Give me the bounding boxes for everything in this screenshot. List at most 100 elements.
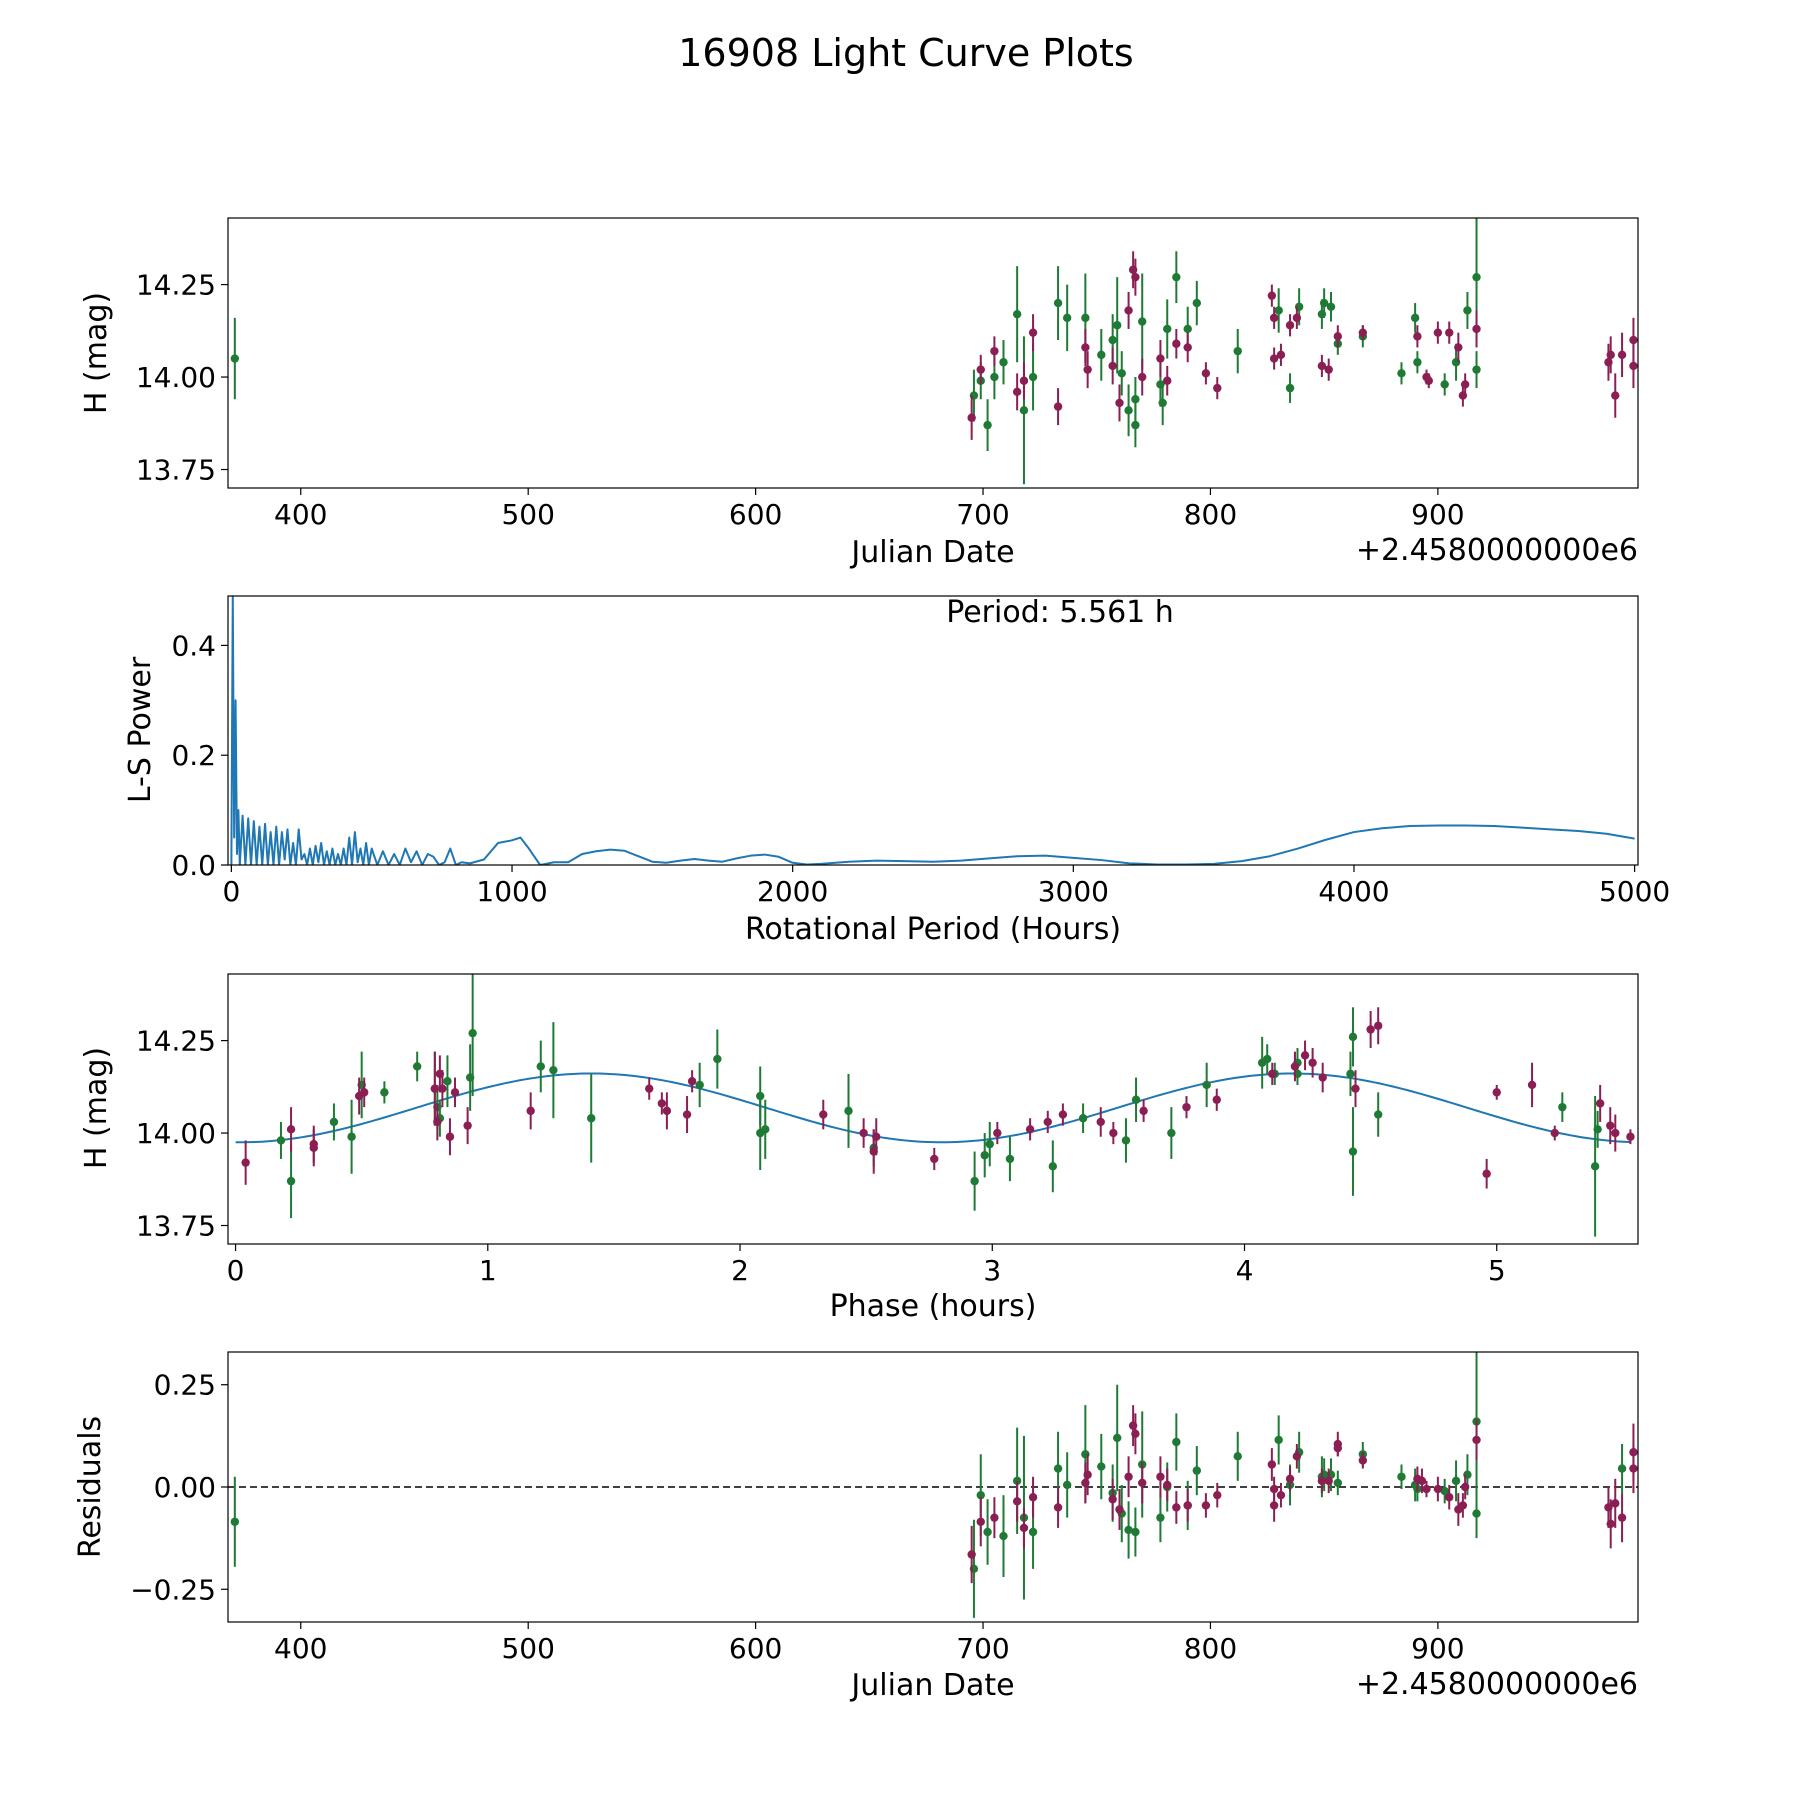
magenta-data-point (1595, 1099, 1605, 1108)
green-data-point (1078, 1114, 1088, 1123)
magenta-data-point (1213, 1490, 1222, 1500)
magenta-data-point (1433, 1484, 1443, 1494)
magenta-data-point (1606, 350, 1615, 360)
magenta-data-point (1629, 335, 1638, 345)
magenta-data-point (1267, 291, 1277, 300)
phased-ylabel: H (mag) (79, 1047, 114, 1169)
magenta-data-point (463, 1121, 472, 1130)
green-data-point (380, 1088, 389, 1097)
magenta-data-point (1058, 1110, 1068, 1119)
magenta-data-point (1268, 1069, 1277, 1079)
green-data-point (230, 354, 240, 363)
green-data-point (536, 1062, 545, 1071)
green-data-point (1028, 1527, 1038, 1537)
phased-xtick-label: 4 (1236, 1254, 1254, 1287)
green-data-point (1326, 302, 1336, 311)
magenta-data-point (1083, 1470, 1092, 1479)
magenta-data-point (990, 1513, 999, 1522)
green-data-point (1397, 1472, 1406, 1481)
magenta-data-point (1183, 343, 1192, 352)
magenta-data-point (1108, 1495, 1117, 1504)
green-data-point (1005, 1154, 1015, 1164)
figure-title: 16908 Light Curve Plots (678, 31, 1133, 75)
magenta-data-point (1366, 1025, 1375, 1034)
green-data-point (329, 1117, 339, 1127)
lightcurve-ytick-label: 14.00 (136, 361, 216, 394)
phased-xtick-label: 1 (479, 1254, 497, 1287)
magenta-data-point (1183, 1501, 1192, 1510)
green-data-point (1274, 1435, 1283, 1445)
green-data-point (1440, 1486, 1449, 1496)
green-data-point (443, 1077, 452, 1086)
green-data-point (1333, 1478, 1343, 1488)
magenta-data-point (430, 1084, 440, 1093)
green-data-point (1373, 1110, 1383, 1119)
green-data-point (1451, 1476, 1461, 1486)
magenta-data-point (1413, 332, 1422, 341)
magenta-data-point (682, 1110, 692, 1119)
green-data-point (1558, 1102, 1567, 1112)
green-data-point (761, 1125, 770, 1134)
green-data-point (1156, 1513, 1165, 1522)
periodogram-ytick-label: 0.4 (171, 629, 216, 662)
magenta-data-point (859, 1128, 868, 1138)
magenta-data-point (1028, 328, 1038, 337)
magenta-data-point (1292, 1452, 1302, 1461)
residuals-ytick-label: 0.25 (154, 1369, 216, 1402)
magenta-data-point (645, 1084, 654, 1093)
green-data-point (713, 1054, 722, 1064)
magenta-data-point (1269, 313, 1279, 323)
periodogram-ylabel: L-S Power (123, 656, 158, 803)
magenta-data-point (1163, 376, 1172, 385)
magenta-data-point (526, 1106, 535, 1116)
residuals-xtick-label: 700 (956, 1632, 1009, 1665)
magenta-data-point (1019, 1523, 1029, 1533)
magenta-data-point (1417, 1476, 1427, 1486)
magenta-data-point (1324, 365, 1333, 374)
magenta-data-point (1138, 1478, 1147, 1488)
green-data-point (1172, 1437, 1181, 1447)
magenta-data-point (1083, 365, 1092, 374)
green-data-point (1081, 313, 1090, 323)
magenta-data-point (1424, 376, 1433, 385)
lightcurve-xlabel: Julian Date (849, 535, 1014, 570)
magenta-data-point (1131, 272, 1140, 282)
periodogram-xtick-label: 5000 (1599, 875, 1670, 908)
magenta-data-point (1611, 391, 1620, 400)
green-data-point (1053, 1464, 1063, 1473)
lightcurve-ylabel: H (mag) (79, 292, 114, 414)
magenta-data-point (1096, 1117, 1105, 1127)
magenta-data-point (1606, 1121, 1615, 1130)
magenta-data-point (1351, 1084, 1360, 1093)
magenta-data-point (1324, 1476, 1333, 1486)
magenta-data-point (1172, 339, 1181, 348)
magenta-data-point (1333, 332, 1343, 341)
magenta-data-point (1212, 1095, 1221, 1104)
magenta-data-point (1025, 1125, 1035, 1134)
power-line (230, 596, 1635, 865)
green-data-point (999, 358, 1008, 367)
magenta-data-point (1460, 1482, 1470, 1492)
residuals-xtick-label: 500 (501, 1632, 554, 1665)
green-data-point (1124, 1525, 1133, 1535)
residuals-marks (228, 1352, 1638, 1618)
green-data-point (1131, 420, 1140, 430)
green-data-point (1346, 1069, 1355, 1079)
magenta-data-point (1201, 369, 1211, 378)
magenta-data-point (976, 365, 985, 374)
magenta-data-point (450, 1088, 460, 1097)
green-data-point (1192, 298, 1202, 308)
green-data-point (1158, 398, 1167, 408)
fit-curve (235, 1072, 1631, 1144)
phased-xtick-label: 0 (227, 1254, 245, 1287)
magenta-data-point (1358, 1456, 1368, 1465)
phased-xlabel: Phase (hours) (830, 1289, 1037, 1324)
magenta-data-point (1108, 361, 1117, 371)
green-data-point (1397, 369, 1406, 378)
magenta-data-point (1482, 1169, 1491, 1178)
magenta-data-point (1131, 1429, 1140, 1439)
magenta-data-point (1156, 1472, 1165, 1481)
green-data-point (1617, 1464, 1627, 1473)
phased-xtick-label: 5 (1488, 1254, 1506, 1287)
